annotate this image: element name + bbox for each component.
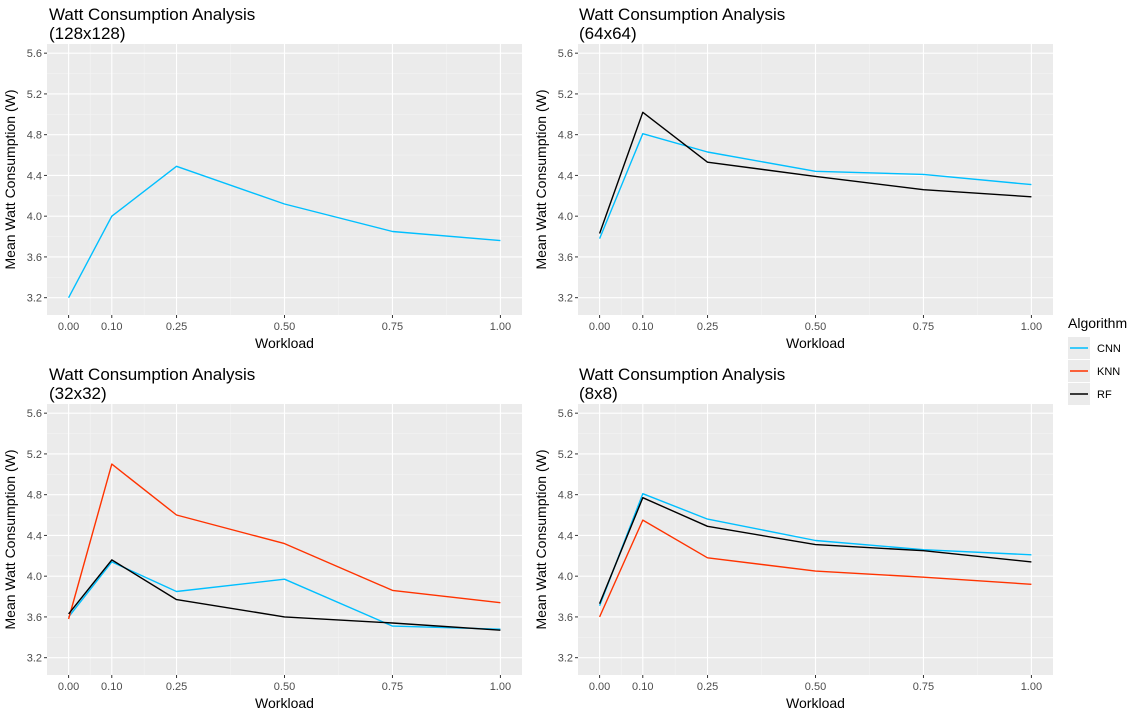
x-tick-label: 1.00 (490, 321, 511, 333)
series-line-knn (598, 519, 1032, 618)
x-tick-label: 0.10 (101, 681, 122, 693)
x-axis-label: Workload (786, 695, 845, 711)
y-tick-label: 5.2 (558, 449, 573, 461)
x-tick-label: 0.25 (166, 681, 187, 693)
y-tick-label: 4.8 (27, 490, 42, 502)
series-line-cnn (68, 561, 501, 630)
x-tick-label: 1.00 (490, 681, 511, 693)
series-line-rf (598, 111, 1032, 234)
x-tick-label: 0.00 (589, 681, 610, 693)
chart-panel-1: Watt Consumption Analysis(128x128) 3.2 3.6… (2, 5, 522, 351)
chart-panel-4: Watt Consumption Analysis(8x8) 3.2 3.6 4.0 4… (533, 365, 1053, 711)
series-line-rf (598, 497, 1032, 604)
y-tick-label: 3.6 (558, 252, 573, 264)
y-tick-label: 3.2 (27, 653, 42, 665)
series-line-rf (68, 559, 501, 631)
y-tick-label: 3.6 (27, 252, 42, 264)
x-tick-label: 0.25 (697, 321, 718, 333)
y-tick-label: 3.2 (558, 293, 573, 305)
y-tick-label: 5.2 (558, 89, 573, 101)
chart-title: Watt Consumption Analysis (49, 365, 255, 384)
chart-subtitle: (128x128) (49, 24, 126, 43)
y-tick-label: 3.2 (27, 293, 42, 305)
y-axis-label: Mean Watt Consumption (W) (533, 450, 549, 630)
y-tick-label: 5.6 (27, 48, 42, 60)
y-tick-label: 3.2 (558, 653, 573, 665)
x-tick-label: 0.50 (805, 321, 826, 333)
chart-title: Watt Consumption Analysis (579, 5, 785, 24)
legend: Algorithm CNN KNN RF (1068, 315, 1127, 405)
y-tick-label: 4.8 (27, 130, 42, 142)
chart-title: Watt Consumption Analysis (49, 5, 255, 24)
x-tick-label: 0.75 (913, 681, 934, 693)
x-axis-label: Workload (255, 335, 314, 351)
x-tick-label: 0.75 (382, 681, 403, 693)
chart-subtitle: (8x8) (579, 384, 618, 403)
legend-label-cnn: CNN (1097, 343, 1121, 355)
y-tick-label: 5.2 (27, 89, 42, 101)
y-tick-label: 4.8 (558, 490, 573, 502)
y-tick-label: 4.8 (558, 130, 573, 142)
y-tick-label: 5.2 (27, 449, 42, 461)
legend-item-cnn: CNN (1068, 337, 1121, 359)
x-tick-label: 0.00 (589, 321, 610, 333)
legend-label-rf: RF (1097, 389, 1112, 401)
legend-item-rf: RF (1068, 383, 1112, 405)
legend-title: Algorithm (1068, 315, 1127, 331)
chart-subtitle: (64x64) (579, 24, 637, 43)
chart-title: Watt Consumption Analysis (579, 365, 785, 384)
y-tick-label: 4.0 (27, 571, 42, 583)
y-axis-label: Mean Watt Consumption (W) (2, 90, 18, 270)
chart-panel-3: Watt Consumption Analysis(32x32) 3.2 3.6 4.… (2, 365, 522, 711)
y-tick-label: 5.6 (558, 408, 573, 420)
y-tick-label: 4.4 (27, 170, 42, 182)
y-tick-label: 4.4 (558, 530, 573, 542)
x-tick-label: 0.50 (274, 321, 295, 333)
x-tick-label: 0.75 (913, 321, 934, 333)
y-axis-label: Mean Watt Consumption (W) (533, 90, 549, 270)
x-tick-label: 0.10 (632, 321, 653, 333)
y-tick-label: 4.4 (558, 170, 573, 182)
x-tick-label: 0.25 (166, 321, 187, 333)
x-tick-label: 1.00 (1021, 681, 1042, 693)
x-tick-label: 0.00 (58, 681, 79, 693)
x-tick-label: 0.50 (274, 681, 295, 693)
x-tick-label: 1.00 (1021, 321, 1042, 333)
legend-item-knn: KNN (1068, 360, 1120, 382)
series-line-cnn (598, 493, 1032, 606)
series-line-cnn (67, 165, 501, 299)
x-axis-label: Workload (255, 695, 314, 711)
series-line-cnn (598, 132, 1032, 239)
x-tick-label: 0.75 (382, 321, 403, 333)
x-tick-label: 0.25 (697, 681, 718, 693)
x-tick-label: 0.10 (632, 681, 653, 693)
x-axis-label: Workload (786, 335, 845, 351)
y-tick-label: 3.6 (558, 612, 573, 624)
y-axis-label: Mean Watt Consumption (W) (2, 450, 18, 630)
y-tick-label: 4.0 (27, 211, 42, 223)
series-line-knn (67, 463, 501, 620)
x-tick-label: 0.10 (101, 321, 122, 333)
x-tick-label: 0.50 (805, 681, 826, 693)
y-tick-label: 3.6 (27, 612, 42, 624)
y-tick-label: 4.0 (558, 571, 573, 583)
chart-panel-2: Watt Consumption Analysis(64x64) 3.2 3.6 4.… (533, 5, 1053, 351)
x-tick-label: 0.00 (58, 321, 79, 333)
y-tick-label: 4.0 (558, 211, 573, 223)
y-tick-label: 5.6 (558, 48, 573, 60)
y-tick-label: 4.4 (27, 530, 42, 542)
chart-subtitle: (32x32) (49, 384, 107, 403)
y-tick-label: 5.6 (27, 408, 42, 420)
legend-label-knn: KNN (1097, 366, 1120, 378)
